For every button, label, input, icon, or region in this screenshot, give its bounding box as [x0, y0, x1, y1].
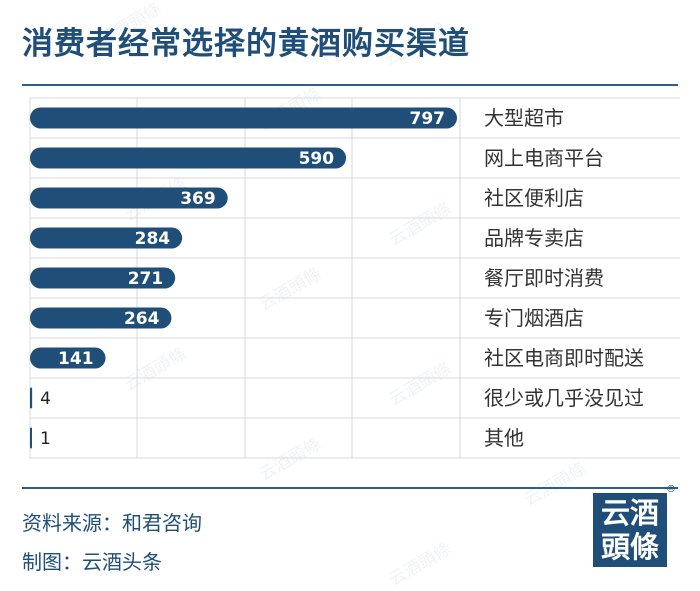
- credit-note: 制图：云酒头条: [22, 550, 162, 574]
- data-label: 797: [410, 109, 446, 129]
- bar: [30, 387, 33, 409]
- data-label: 590: [299, 149, 335, 169]
- logo-line-2: 頭條: [600, 530, 659, 564]
- bar: [30, 347, 106, 369]
- footer-divider: [22, 487, 678, 489]
- bar: [30, 307, 172, 329]
- data-label: 284: [135, 229, 171, 249]
- bar: [30, 187, 228, 209]
- category-label: 网上电商平台: [484, 146, 604, 170]
- brand-logo: 云酒 頭條: [593, 493, 667, 567]
- category-label: 大型超市: [484, 106, 564, 130]
- chart-title: 消费者经常选择的黄酒购买渠道: [22, 26, 470, 62]
- category-label: 社区电商即时配送: [484, 346, 644, 370]
- category-label: 餐厅即时消费: [484, 266, 604, 290]
- category-label: 专门烟酒店: [484, 306, 584, 330]
- data-label: 369: [180, 189, 216, 209]
- registered-mark: ®: [666, 484, 676, 495]
- category-label: 品牌专卖店: [484, 226, 584, 250]
- data-label: 271: [128, 269, 164, 289]
- bar: [30, 267, 176, 289]
- bar: [30, 147, 347, 169]
- category-label: 很少或几乎没见过: [484, 386, 644, 410]
- title-divider: [22, 84, 678, 86]
- data-label: 141: [58, 349, 94, 369]
- data-label: 4: [40, 389, 51, 409]
- bar: [30, 427, 32, 449]
- data-label: 1: [40, 429, 51, 449]
- category-label: 社区便利店: [484, 186, 584, 210]
- source-note: 资料来源：和君咨询: [22, 511, 202, 535]
- bar: [30, 107, 457, 129]
- category-label: 其他: [484, 426, 524, 450]
- logo-line-1: 云酒: [600, 496, 659, 530]
- bar: [30, 227, 183, 249]
- data-label: 264: [124, 309, 160, 329]
